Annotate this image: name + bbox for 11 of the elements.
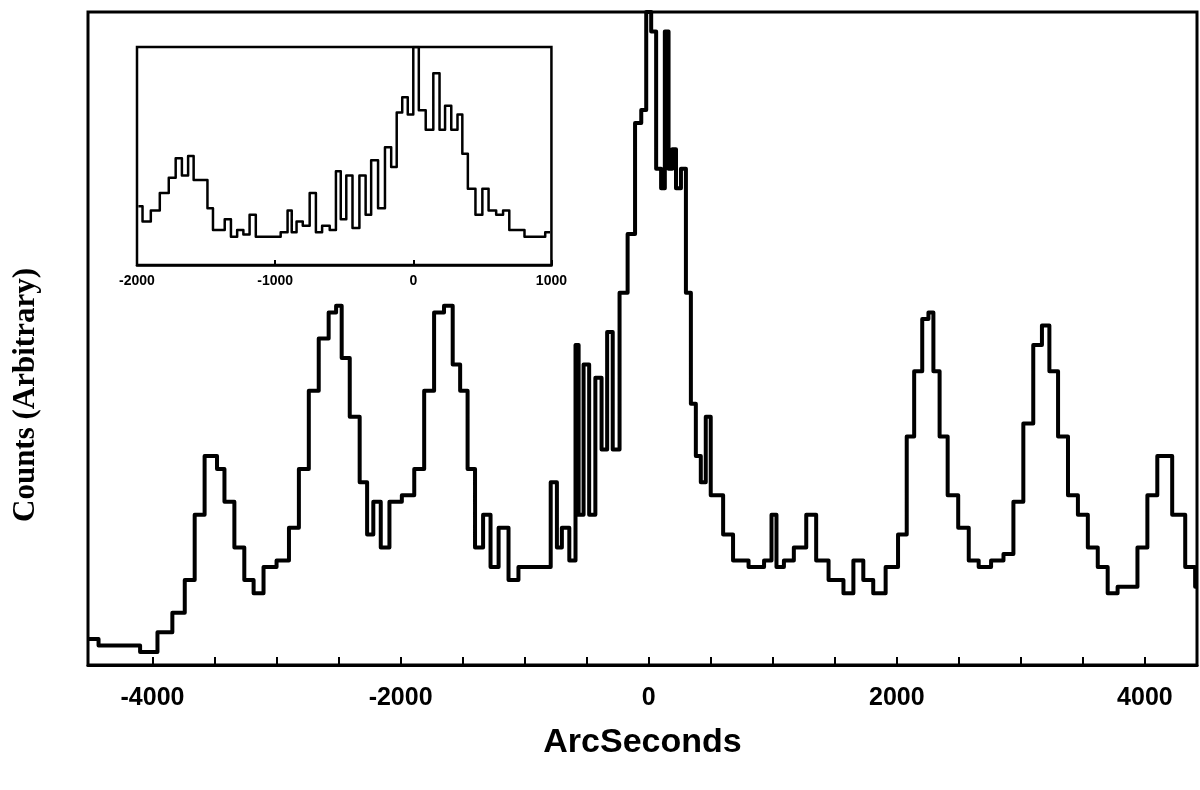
x-tick-label: -2000 <box>119 272 156 288</box>
x-tick-label: 1000 <box>535 272 568 288</box>
x-axis-title: ArcSeconds <box>543 721 742 759</box>
x-tick-label: 0 <box>409 272 418 288</box>
x-tick-label: -4000 <box>120 681 185 710</box>
x-tick-label: 0 <box>641 681 656 710</box>
y-axis-title: Counts (Arbitrary) <box>6 268 41 522</box>
x-tick-label: 2000 <box>868 681 925 710</box>
x-tick-label: -1000 <box>257 272 294 288</box>
x-tick-label: -2000 <box>368 681 433 710</box>
x-tick-label: 4000 <box>1117 681 1173 710</box>
